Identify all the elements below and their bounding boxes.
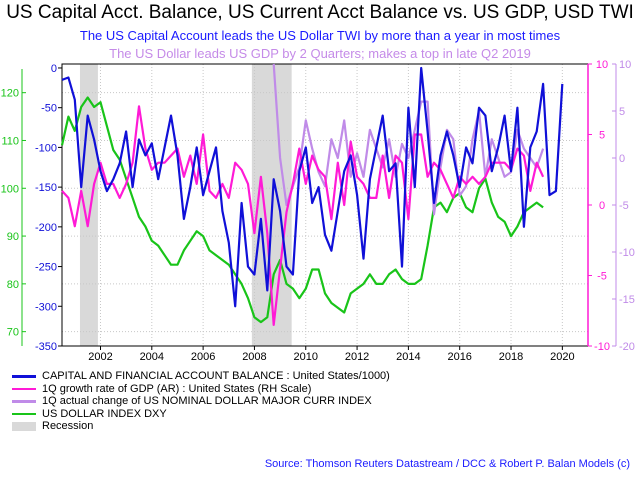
chart-subtitle-us-dollar: The US Dollar leads US GDP by 2 Quarters… bbox=[109, 46, 531, 61]
legend-label-currency: 1Q actual change of US NOMINAL DOLLAR MA… bbox=[42, 395, 372, 407]
legend-item-recession: Recession bbox=[12, 420, 390, 433]
legend-swatch-capital bbox=[12, 375, 36, 378]
axis-dxy-label-100: 100 bbox=[1, 183, 19, 195]
x-tick-label-2018: 2018 bbox=[499, 351, 523, 363]
axis-currency-label--10: -10 bbox=[619, 247, 635, 259]
source-note: Source: Thomson Reuters Datastream / DCC… bbox=[264, 458, 630, 470]
x-tick-label-2012: 2012 bbox=[345, 351, 369, 363]
axis-capital-label--100: -100 bbox=[35, 142, 57, 154]
axis-gdp-label--10: -10 bbox=[594, 341, 610, 353]
axis-capital-label--200: -200 bbox=[35, 222, 57, 234]
axis-dxy-label-90: 90 bbox=[7, 231, 19, 243]
legend-swatch-currency bbox=[12, 400, 36, 403]
chart-title: US Capital Acct. Balance, US Current Acc… bbox=[6, 2, 634, 23]
axis-currency-label--20: -20 bbox=[619, 341, 635, 353]
axis-gdp-label--5: -5 bbox=[597, 271, 607, 283]
legend-swatch-dxy bbox=[12, 412, 36, 415]
x-tick-label-2016: 2016 bbox=[447, 351, 471, 363]
legend-swatch-gdp bbox=[12, 387, 36, 390]
plot-frame bbox=[61, 63, 589, 347]
legend-item-capital: CAPITAL AND FINANCIAL ACCOUNT BALANCE : … bbox=[12, 370, 390, 383]
series-capital-account-line bbox=[61, 66, 564, 308]
legend-item-currency: 1Q actual change of US NOMINAL DOLLAR MA… bbox=[12, 395, 390, 408]
axis-gdp-label-0: 0 bbox=[599, 200, 605, 212]
axis-capital-label--150: -150 bbox=[35, 182, 57, 194]
legend-label-capital: CAPITAL AND FINANCIAL ACCOUNT BALANCE : … bbox=[42, 370, 390, 382]
axis-dxy-label-110: 110 bbox=[1, 135, 19, 147]
legend-label-gdp: 1Q growth rate of GDP (AR) : United Stat… bbox=[42, 382, 312, 395]
axis-gdp-label-10: 10 bbox=[596, 59, 608, 71]
axis-dxy-label-70: 70 bbox=[7, 327, 19, 339]
axis-capital-label-0: 0 bbox=[51, 63, 57, 75]
axis-currency-label-5: 5 bbox=[619, 106, 625, 118]
x-tick-label-2004: 2004 bbox=[140, 351, 164, 363]
legend-label-recession: Recession bbox=[42, 420, 94, 432]
legend-item-gdp: 1Q growth rate of GDP (AR) : United Stat… bbox=[12, 383, 390, 396]
legend-label-dxy: US DOLLAR INDEX DXY bbox=[42, 407, 167, 420]
axis-dxy-label-120: 120 bbox=[1, 88, 19, 100]
axis-currency-label-0: 0 bbox=[619, 153, 625, 165]
legend-swatch-recession bbox=[12, 421, 36, 431]
chart-subtitle-capital-account: The US Capital Account leads the US Doll… bbox=[79, 28, 561, 43]
axis-dxy-label-80: 80 bbox=[7, 279, 19, 291]
axis-capital-label--350: -350 bbox=[35, 341, 57, 353]
x-tick-label-2010: 2010 bbox=[294, 351, 318, 363]
legend-item-dxy: US DOLLAR INDEX DXY bbox=[12, 408, 390, 421]
axis-currency-label--5: -5 bbox=[619, 200, 629, 212]
x-tick-label-2002: 2002 bbox=[88, 351, 112, 363]
axis-currency-label--15: -15 bbox=[619, 294, 635, 306]
series-gdp-growth-line bbox=[61, 105, 545, 326]
x-tick-label-2006: 2006 bbox=[191, 351, 215, 363]
series-dollar-index-change-line bbox=[272, 63, 545, 216]
x-tick-label-2020: 2020 bbox=[550, 351, 574, 363]
axis-gdp-label-5: 5 bbox=[599, 130, 605, 142]
axis-currency-label-10: 10 bbox=[619, 59, 631, 71]
series-dxy-line bbox=[60, 96, 544, 324]
axis-capital-label--250: -250 bbox=[35, 262, 57, 274]
x-tick-label-2008: 2008 bbox=[242, 351, 266, 363]
legend: CAPITAL AND FINANCIAL ACCOUNT BALANCE : … bbox=[12, 370, 390, 433]
x-tick-label-2014: 2014 bbox=[396, 351, 420, 363]
axis-capital-label--50: -50 bbox=[41, 103, 57, 115]
axis-capital-label--300: -300 bbox=[35, 301, 57, 313]
